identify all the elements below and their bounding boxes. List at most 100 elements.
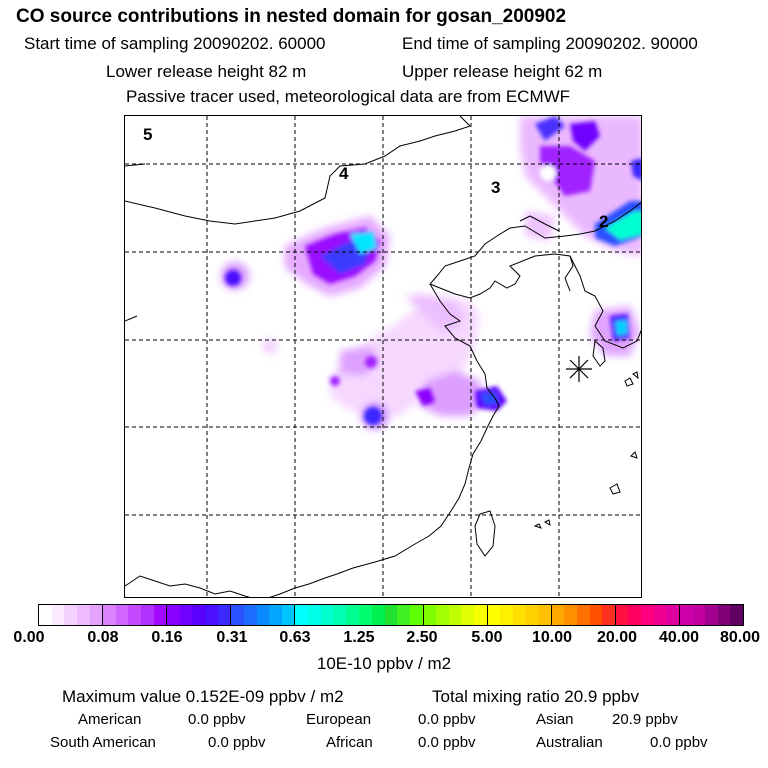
colorbar-swatch bbox=[51, 605, 65, 625]
colorbar-swatch bbox=[89, 605, 103, 625]
colorbar-tick: 80.00 bbox=[719, 629, 761, 646]
colorbar-swatch bbox=[320, 605, 334, 625]
coastlines bbox=[125, 116, 641, 597]
colorbar bbox=[38, 604, 744, 626]
total-mixing-ratio: Total mixing ratio 20.9 ppbv bbox=[432, 687, 639, 706]
colorbar-swatch bbox=[333, 605, 346, 625]
colorbar-tick: 20.00 bbox=[596, 629, 638, 646]
colorbar-swatch bbox=[192, 605, 206, 625]
region-value-african: 0.0 ppbv bbox=[418, 734, 476, 751]
colorbar-swatch bbox=[140, 605, 154, 625]
colorbar-swatch bbox=[384, 605, 398, 625]
concentration-field bbox=[221, 116, 641, 430]
colorbar-swatch bbox=[359, 605, 373, 625]
colorbar-swatch bbox=[397, 605, 410, 625]
colorbar-segment bbox=[615, 605, 680, 625]
colorbar-swatch bbox=[602, 605, 615, 625]
colorbar-tick: 2.50 bbox=[406, 629, 438, 646]
colorbar-tick: 0.00 bbox=[13, 629, 45, 646]
colorbar-swatch bbox=[551, 605, 565, 625]
colorbar-swatch bbox=[474, 605, 487, 625]
colorbar-segment bbox=[487, 605, 552, 625]
region-name-australian: Australian bbox=[536, 734, 603, 751]
colorbar-swatch bbox=[692, 605, 706, 625]
region-name-african: African bbox=[326, 734, 373, 751]
colorbar-swatch bbox=[730, 605, 744, 625]
colorbar-swatch bbox=[256, 605, 270, 625]
region-value-asian: 20.9 ppbv bbox=[612, 711, 678, 728]
colorbar-swatch bbox=[487, 605, 501, 625]
end-time: End time of sampling 20090202. 90000 bbox=[402, 34, 698, 53]
colorbar-swatch bbox=[269, 605, 282, 625]
colorbar-swatch bbox=[243, 605, 257, 625]
colorbar-segment bbox=[231, 605, 296, 625]
colorbar-swatch bbox=[231, 605, 244, 625]
colorbar-segment bbox=[679, 605, 744, 625]
colorbar-swatch bbox=[641, 605, 654, 625]
colorbar-swatch bbox=[525, 605, 539, 625]
colorbar-segment bbox=[103, 605, 168, 625]
colorbar-segment bbox=[295, 605, 360, 625]
region-value-south-american: 0.0 ppbv bbox=[208, 734, 266, 751]
colorbar-swatch bbox=[512, 605, 526, 625]
colorbar-swatch bbox=[64, 605, 77, 625]
colorbar-swatch bbox=[461, 605, 475, 625]
colorbar-swatch bbox=[217, 605, 231, 625]
colorbar-swatch bbox=[423, 605, 437, 625]
region-value-american: 0.0 ppbv bbox=[188, 711, 246, 728]
colorbar-swatch bbox=[628, 605, 642, 625]
region-name-american: American bbox=[78, 711, 142, 728]
colorbar-segment bbox=[167, 605, 232, 625]
colorbar-swatch bbox=[179, 605, 193, 625]
colorbar-swatch bbox=[615, 605, 629, 625]
colorbar-tick: 0.16 bbox=[151, 629, 183, 646]
colorbar-swatch bbox=[448, 605, 462, 625]
colorbar-swatch bbox=[153, 605, 167, 625]
colorbar-swatch bbox=[372, 605, 385, 625]
colorbar-unit: 10E-10 ppbv / m2 bbox=[316, 654, 452, 673]
colorbar-swatch bbox=[103, 605, 116, 625]
colorbar-tick: 5.00 bbox=[471, 629, 503, 646]
region-label-2: 2 bbox=[599, 212, 608, 231]
colorbar-tick: 0.31 bbox=[216, 629, 248, 646]
colorbar-swatch bbox=[679, 605, 693, 625]
colorbar-swatch bbox=[436, 605, 449, 625]
colorbar-swatch bbox=[281, 605, 295, 625]
colorbar-swatch bbox=[705, 605, 718, 625]
colorbar-tick: 40.00 bbox=[658, 629, 700, 646]
upper-release-height: Upper release height 62 m bbox=[402, 62, 603, 81]
colorbar-swatch bbox=[564, 605, 577, 625]
colorbar-swatch bbox=[538, 605, 551, 625]
lower-release-height: Lower release height 82 m bbox=[106, 62, 307, 81]
receptor-marker-icon bbox=[566, 356, 592, 382]
colorbar-swatch bbox=[115, 605, 129, 625]
colorbar-swatch bbox=[167, 605, 180, 625]
colorbar-swatch bbox=[717, 605, 731, 625]
colorbar-tick: 0.08 bbox=[87, 629, 119, 646]
colorbar-swatch bbox=[409, 605, 423, 625]
region-label-3: 3 bbox=[491, 178, 500, 197]
colorbar-swatch bbox=[345, 605, 359, 625]
colorbar-swatch bbox=[577, 605, 590, 625]
colorbar-swatch bbox=[39, 605, 52, 625]
colorbar-segment bbox=[359, 605, 424, 625]
colorbar-segment bbox=[39, 605, 104, 625]
colorbar-swatch bbox=[653, 605, 667, 625]
colorbar-swatch bbox=[308, 605, 321, 625]
region-name-european: European bbox=[306, 711, 372, 728]
colorbar-swatch bbox=[205, 605, 218, 625]
colorbar-swatch bbox=[295, 605, 308, 625]
colorbar-tick: 10.00 bbox=[531, 629, 573, 646]
start-time: Start time of sampling 20090202. 60000 bbox=[24, 34, 326, 53]
region-name-asian: Asian bbox=[536, 711, 574, 728]
region-value-australian: 0.0 ppbv bbox=[650, 734, 708, 751]
region-label-5: 5 bbox=[143, 125, 152, 144]
colorbar-tick: 0.63 bbox=[279, 629, 311, 646]
plot-title: CO source contributions in nested domain… bbox=[16, 6, 567, 27]
region-value-european: 0.0 ppbv bbox=[418, 711, 476, 728]
region-label-4: 4 bbox=[339, 164, 349, 183]
region-name-south-american: South American bbox=[50, 734, 156, 751]
map-panel: 5 4 3 2 bbox=[124, 115, 642, 598]
colorbar-tick: 1.25 bbox=[343, 629, 375, 646]
colorbar-swatch bbox=[666, 605, 679, 625]
